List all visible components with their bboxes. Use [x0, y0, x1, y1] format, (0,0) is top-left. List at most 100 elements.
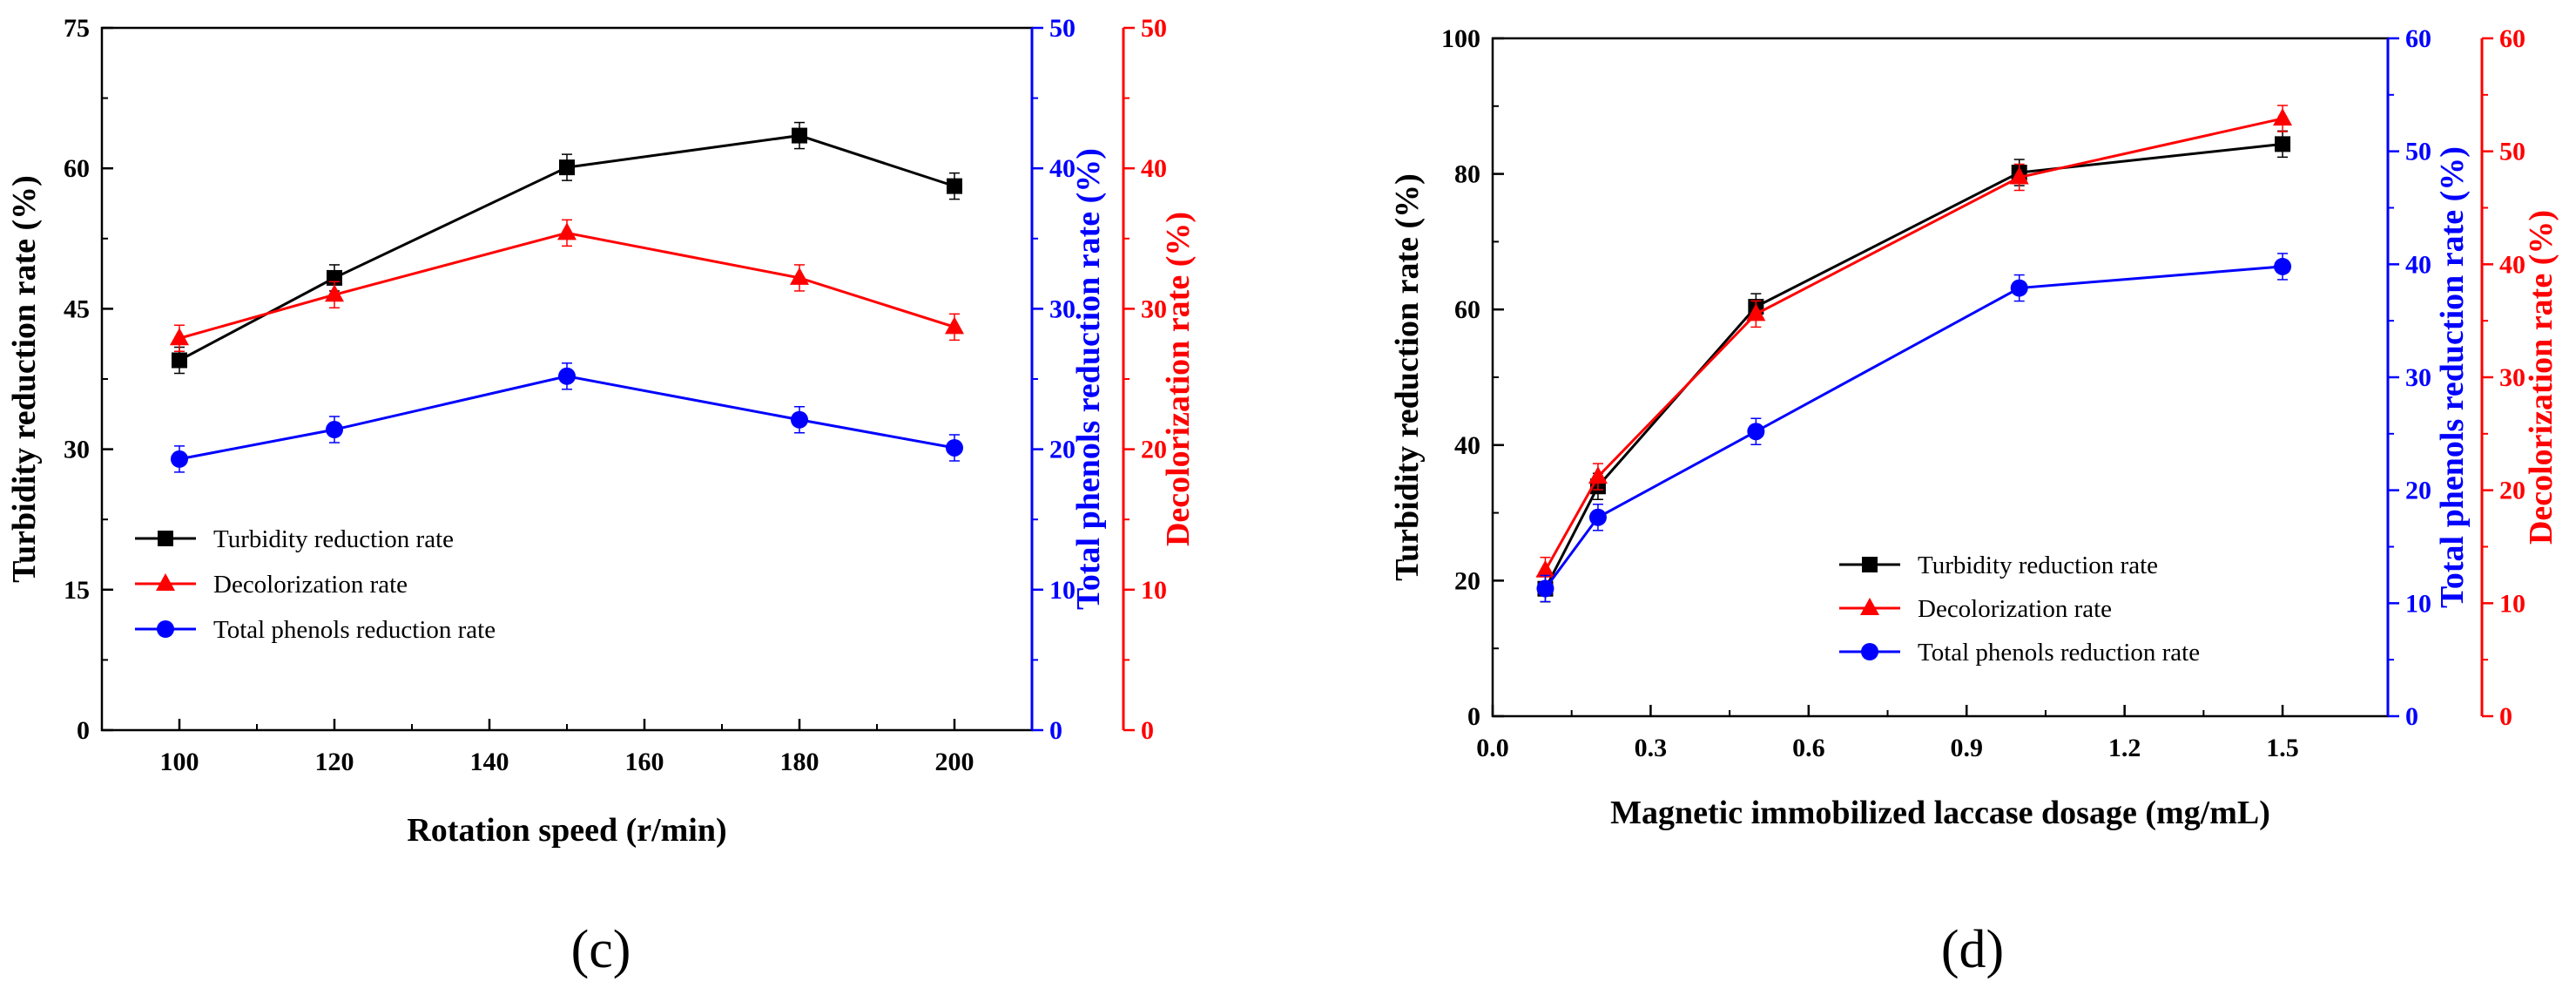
x-tick-label: 0.6: [1792, 734, 1825, 762]
data-point: [792, 127, 807, 144]
legend-marker: [157, 620, 174, 638]
right1-tick-label: 0: [2405, 702, 2418, 731]
legend-entry: Total phenols reduction rate: [135, 616, 496, 644]
legend-entry: Total phenols reduction rate: [1839, 639, 2200, 667]
series-square: [172, 121, 962, 375]
x-tick-label: 120: [315, 748, 354, 776]
right1-tick-label: 20: [2405, 477, 2431, 505]
series-circle: [171, 362, 963, 473]
series-triangle: [170, 219, 964, 353]
left-tick-label: 30: [64, 436, 90, 464]
data-point: [2273, 108, 2293, 126]
x-tick-label: 200: [935, 748, 974, 776]
data-point: [1535, 559, 1555, 578]
legend-marker: [1860, 598, 1879, 615]
data-point: [945, 316, 964, 335]
left-tick-label: 60: [1454, 295, 1480, 324]
series-line: [1544, 265, 2283, 590]
data-point: [557, 222, 577, 240]
data-point: [171, 450, 188, 468]
series-circle: [1536, 253, 2292, 603]
right1-tick-label: 10: [2405, 589, 2431, 618]
chart-panel-d: 0.0 0.3 0.6 0.9 1.2 1.50204060801000102030405…: [1389, 24, 2559, 979]
left-tick-label: 0: [77, 716, 90, 745]
x-tick-label: 1.2: [2108, 734, 2141, 762]
data-point: [170, 328, 189, 346]
data-point: [1536, 579, 1554, 598]
left-tick-label: 75: [64, 14, 90, 43]
data-point: [559, 159, 575, 176]
data-point: [558, 367, 576, 385]
right2-axis-title: Decolorization rate (%): [2523, 210, 2559, 545]
data-point: [947, 178, 962, 194]
legend-label: Total phenols reduction rate: [213, 616, 496, 644]
x-tick-label: 140: [470, 748, 509, 776]
legend-entry: Turbidity reduction rate: [135, 525, 454, 553]
left-tick-label: 0: [1467, 702, 1480, 731]
legend-label: Total phenols reduction rate: [1918, 639, 2200, 667]
legend-marker: [1861, 643, 1878, 660]
right1-axis-title: Total phenols reduction rate (%): [1070, 148, 1107, 610]
x-tick-label: 0.0: [1476, 734, 1509, 762]
right2-tick-label: 40: [2499, 250, 2525, 279]
right2-tick-label: 40: [1141, 154, 1167, 183]
data-point: [790, 267, 809, 285]
data-point: [1588, 508, 1607, 526]
panel-label: (d): [1941, 920, 2004, 979]
legend-label: Turbidity reduction rate: [1918, 552, 2158, 579]
data-point: [1747, 423, 1765, 441]
right2-tick-label: 0: [2499, 702, 2512, 731]
right1-tick-label: 0: [1049, 716, 1062, 745]
right1-axis-title: Total phenols reduction rate (%): [2434, 146, 2471, 608]
data-point: [325, 284, 344, 302]
left-tick-label: 40: [1454, 431, 1480, 460]
series-line: [179, 231, 955, 340]
right2-tick-label: 60: [2499, 24, 2525, 53]
data-point: [172, 352, 187, 369]
right2-tick-label: 50: [2499, 138, 2525, 166]
data-point: [946, 438, 963, 457]
data-point: [791, 410, 808, 429]
left-axis-title: Turbidity reduction rate (%): [1389, 173, 1426, 581]
series-square: [1537, 130, 2291, 603]
right2-tick-label: 50: [1141, 14, 1167, 43]
right1-tick-label: 20: [1049, 436, 1076, 464]
left-tick-label: 80: [1454, 160, 1480, 189]
legend-label: Decolorization rate: [1918, 595, 2112, 623]
right2-tick-label: 20: [2499, 477, 2525, 505]
right1-tick-label: 50: [1049, 14, 1076, 43]
right1-tick-label: 40: [2405, 250, 2431, 279]
right2-tick-label: 0: [1141, 716, 1154, 745]
legend-label: Turbidity reduction rate: [213, 525, 454, 553]
x-axis-title: Magnetic immobilized laccase dosage (mg/…: [1610, 795, 2270, 831]
legend-entry: Decolorization rate: [1839, 595, 2112, 623]
left-axis-title: Turbidity reduction rate (%): [6, 175, 43, 583]
right2-tick-label: 30: [1141, 294, 1167, 323]
left-tick-label: 100: [1441, 24, 1480, 53]
data-point: [2009, 166, 2029, 185]
legend-marker: [156, 573, 175, 591]
right2-tick-label: 20: [1141, 436, 1167, 464]
legend-entry: Decolorization rate: [135, 571, 408, 599]
right1-tick-label: 40: [1049, 154, 1076, 183]
right1-tick-label: 30: [2405, 363, 2431, 392]
series-line: [1544, 142, 2283, 590]
data-point: [2010, 279, 2028, 297]
right1-tick-label: 50: [2405, 138, 2431, 166]
left-tick-label: 45: [64, 294, 90, 323]
right2-axis-title: Decolorization rate (%): [1160, 212, 1197, 546]
left-tick-label: 20: [1454, 566, 1480, 595]
x-tick-label: 100: [160, 748, 199, 776]
data-point: [2274, 257, 2292, 275]
x-axis-title: Rotation speed (r/min): [407, 812, 726, 849]
x-tick-label: 0.3: [1635, 734, 1668, 762]
x-tick-label: 180: [780, 748, 819, 776]
x-tick-label: 160: [625, 748, 664, 776]
right2-tick-label: 10: [1141, 576, 1167, 605]
data-point: [2275, 136, 2291, 152]
panel-label: (c): [571, 920, 631, 979]
chart-panel-c: 100 120 140 160 180 2000153045607501020304050…: [6, 14, 1197, 979]
data-point: [1746, 303, 1766, 322]
left-tick-label: 60: [64, 154, 90, 183]
